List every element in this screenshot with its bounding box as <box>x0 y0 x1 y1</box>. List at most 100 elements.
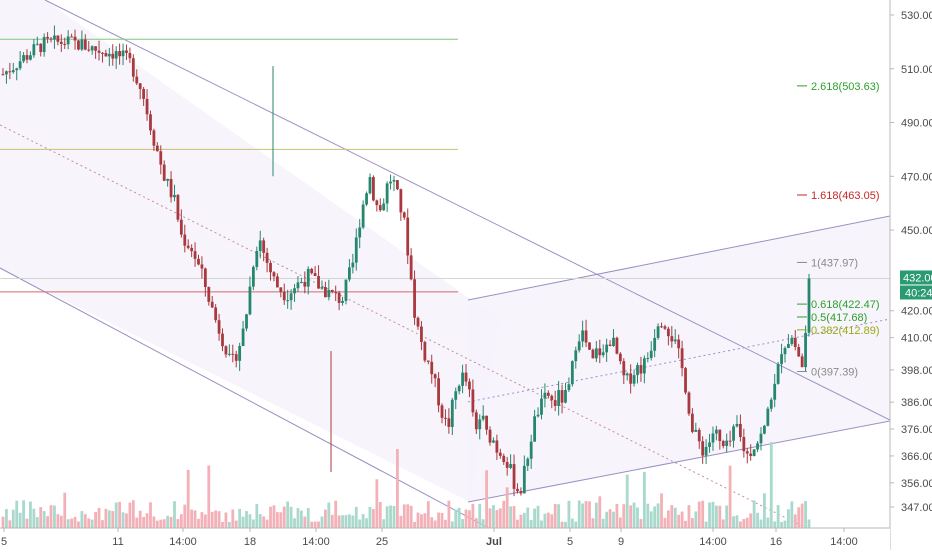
candle[interactable] <box>25 49 29 64</box>
candle[interactable] <box>649 341 653 361</box>
candle[interactable] <box>210 296 214 309</box>
candle[interactable] <box>536 407 540 418</box>
candle[interactable] <box>101 51 104 63</box>
candle[interactable] <box>622 358 626 384</box>
candle[interactable] <box>255 246 259 271</box>
candle[interactable] <box>159 145 163 175</box>
candle[interactable] <box>680 340 684 377</box>
candle[interactable] <box>104 49 108 57</box>
candle[interactable] <box>348 259 351 282</box>
candle[interactable] <box>416 316 420 330</box>
candle[interactable] <box>605 338 609 362</box>
candle[interactable] <box>461 364 464 394</box>
candle[interactable] <box>447 408 451 434</box>
candle[interactable] <box>118 43 122 65</box>
candle[interactable] <box>169 171 173 203</box>
candle[interactable] <box>739 414 742 442</box>
candle[interactable] <box>351 253 355 274</box>
candle[interactable] <box>656 323 660 340</box>
candle[interactable] <box>420 320 423 351</box>
candle[interactable] <box>145 89 149 121</box>
uptrend-channel-upper[interactable] <box>467 214 896 301</box>
candle[interactable] <box>509 454 513 470</box>
candle[interactable] <box>468 378 471 398</box>
candle[interactable] <box>70 33 73 38</box>
candle[interactable] <box>320 280 324 290</box>
candle[interactable] <box>162 160 166 182</box>
candle[interactable] <box>155 142 159 152</box>
candle[interactable] <box>406 208 410 265</box>
candle[interactable] <box>670 326 674 348</box>
candle[interactable] <box>97 40 101 61</box>
candle[interactable] <box>807 273 811 337</box>
candle[interactable] <box>588 342 591 350</box>
candle[interactable] <box>540 389 543 420</box>
candle[interactable] <box>718 429 722 450</box>
candle[interactable] <box>186 239 190 250</box>
candle[interactable] <box>745 447 749 464</box>
candle[interactable] <box>111 44 115 66</box>
candle[interactable] <box>522 455 526 494</box>
candle[interactable] <box>125 44 128 60</box>
candle[interactable] <box>114 46 118 69</box>
candle[interactable] <box>286 289 290 309</box>
candle[interactable] <box>224 345 228 358</box>
candle[interactable] <box>502 453 506 465</box>
candle[interactable] <box>310 267 314 275</box>
candle[interactable] <box>248 276 252 316</box>
candle[interactable] <box>207 286 211 306</box>
candle[interactable] <box>193 242 197 267</box>
candle[interactable] <box>687 391 691 416</box>
candle[interactable] <box>694 422 698 432</box>
candle[interactable] <box>550 394 554 409</box>
candle[interactable] <box>217 313 221 341</box>
candle[interactable] <box>759 427 763 451</box>
candle[interactable] <box>526 457 530 471</box>
candle[interactable] <box>519 487 523 496</box>
candle[interactable] <box>426 360 430 365</box>
candle[interactable] <box>22 52 25 64</box>
candle[interactable] <box>149 110 152 135</box>
candle[interactable] <box>368 173 372 195</box>
candle[interactable] <box>80 30 84 52</box>
candle[interactable] <box>714 425 718 441</box>
downtrend-channel-upper[interactable] <box>44 0 891 421</box>
candle[interactable] <box>642 355 646 384</box>
candle[interactable] <box>516 483 519 494</box>
candle[interactable] <box>773 374 777 408</box>
candle[interactable] <box>608 340 612 347</box>
candle[interactable] <box>131 54 135 82</box>
candle[interactable] <box>529 434 533 469</box>
candle[interactable] <box>690 408 694 434</box>
candle[interactable] <box>615 336 619 355</box>
candle[interactable] <box>128 47 132 64</box>
candle[interactable] <box>296 276 300 292</box>
candle[interactable] <box>756 441 759 453</box>
candle[interactable] <box>46 32 49 44</box>
candle[interactable] <box>498 448 502 459</box>
candle[interactable] <box>317 265 320 289</box>
candle[interactable] <box>787 334 790 349</box>
candle[interactable] <box>385 181 389 212</box>
candle[interactable] <box>625 372 629 381</box>
candle[interactable] <box>42 33 46 57</box>
candle[interactable] <box>677 334 681 359</box>
candle[interactable] <box>35 36 39 46</box>
candle[interactable] <box>152 128 156 151</box>
candle[interactable] <box>183 224 187 253</box>
candle[interactable] <box>227 344 231 357</box>
candle[interactable] <box>769 397 773 412</box>
candle[interactable] <box>492 437 495 444</box>
candle[interactable] <box>457 384 461 395</box>
candle[interactable] <box>94 46 98 59</box>
candle[interactable] <box>454 387 458 410</box>
candle[interactable] <box>59 34 63 52</box>
candle[interactable] <box>701 436 705 464</box>
current-price-badge[interactable] <box>900 270 932 285</box>
candle[interactable] <box>780 343 783 374</box>
candle[interactable] <box>481 405 485 422</box>
candle[interactable] <box>87 41 91 52</box>
candle[interactable] <box>618 352 622 365</box>
candle[interactable] <box>231 344 235 363</box>
